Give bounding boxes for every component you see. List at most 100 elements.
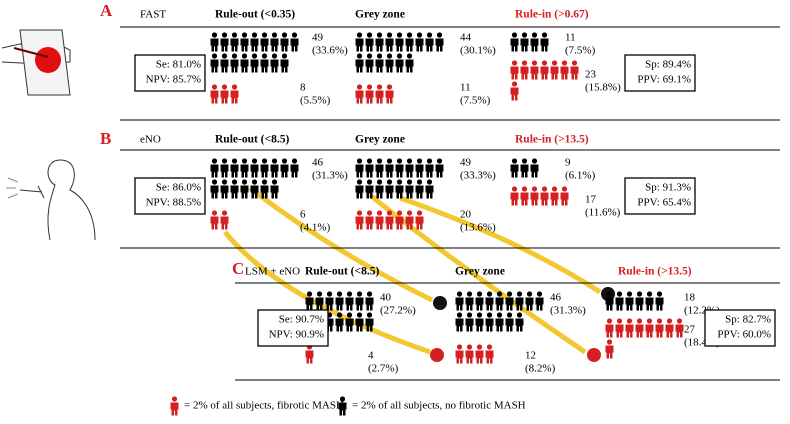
person-body — [280, 59, 289, 73]
person-body — [625, 324, 634, 338]
person-head — [521, 186, 528, 192]
person-head — [281, 32, 288, 38]
person-body — [250, 185, 259, 199]
count: 11 — [460, 82, 471, 94]
person-body — [395, 185, 404, 199]
legend-text: = 2% of all subjects, fibrotic MASH — [184, 400, 344, 412]
metric: Sp: 91.3% — [645, 182, 691, 194]
person-head — [456, 291, 463, 297]
person-body — [250, 164, 259, 178]
metric-box — [134, 54, 206, 92]
percent: (2.7%) — [368, 363, 399, 375]
person-head — [211, 179, 218, 185]
person-head — [606, 318, 613, 324]
percent: (13.6%) — [460, 222, 496, 234]
person-head — [366, 312, 373, 318]
person-body — [395, 38, 404, 52]
percent: (6.1%) — [565, 170, 596, 182]
person-body — [385, 59, 394, 73]
person-head — [376, 158, 383, 164]
person-head — [406, 210, 413, 216]
person-head — [511, 186, 518, 192]
person-body — [515, 297, 524, 311]
person-head — [386, 53, 393, 59]
person-body — [475, 350, 484, 364]
panel-letter: C — [232, 259, 244, 278]
person-head — [376, 53, 383, 59]
person-body — [510, 87, 519, 101]
person-head — [336, 291, 343, 297]
person-body — [240, 164, 249, 178]
person-body — [260, 38, 269, 52]
person-body — [230, 90, 239, 104]
method-label: eNO — [140, 134, 161, 146]
person-head — [676, 318, 683, 324]
percent: (5.5%) — [300, 95, 331, 107]
person-body — [375, 90, 384, 104]
person-body — [405, 59, 414, 73]
person-body — [520, 164, 529, 178]
person-body — [405, 164, 414, 178]
method-label: FAST — [140, 9, 166, 21]
person-body — [530, 66, 539, 80]
person-head — [221, 84, 228, 90]
person-body — [505, 318, 514, 332]
person-head — [231, 158, 238, 164]
legend-text: = 2% of all subjects, no fibrotic MASH — [352, 400, 526, 412]
person-body — [338, 402, 347, 416]
person-body — [495, 318, 504, 332]
person-body — [455, 318, 464, 332]
count: 46 — [312, 157, 324, 169]
person-head — [541, 32, 548, 38]
person-body — [535, 297, 544, 311]
person-head — [506, 312, 513, 318]
person-body — [375, 164, 384, 178]
person-head — [326, 291, 333, 297]
person-head — [616, 318, 623, 324]
person-head — [316, 291, 323, 297]
person-body — [435, 164, 444, 178]
person-body — [220, 216, 229, 230]
zone-header: Grey zone — [355, 134, 405, 146]
person-head — [221, 53, 228, 59]
pictogram — [210, 210, 229, 230]
person-body — [435, 38, 444, 52]
person-head — [336, 312, 343, 318]
percent: (30.1%) — [460, 45, 496, 57]
person-head — [516, 291, 523, 297]
person-body — [510, 38, 519, 52]
person-body — [375, 216, 384, 230]
person-head — [606, 291, 613, 297]
person-body — [345, 318, 354, 332]
person-body — [170, 402, 179, 416]
count: 11 — [565, 32, 576, 44]
person-body — [465, 297, 474, 311]
person-body — [270, 38, 279, 52]
person-body — [530, 164, 539, 178]
person-head — [221, 158, 228, 164]
person-head — [271, 158, 278, 164]
person-head — [366, 179, 373, 185]
person-head — [521, 158, 528, 164]
person-head — [646, 318, 653, 324]
person-head — [436, 158, 443, 164]
percent: (8.2%) — [525, 363, 556, 375]
person-body — [250, 59, 259, 73]
pictogram — [355, 158, 444, 199]
person-head — [396, 32, 403, 38]
person-body — [365, 38, 374, 52]
pictogram — [605, 291, 664, 311]
person-body — [220, 185, 229, 199]
panel-letter: A — [100, 1, 113, 20]
person-body — [530, 192, 539, 206]
person-body — [385, 90, 394, 104]
person-body — [485, 350, 494, 364]
person-head — [171, 396, 178, 402]
person-head — [656, 291, 663, 297]
person-head — [251, 179, 258, 185]
person-head — [436, 32, 443, 38]
person-head — [416, 179, 423, 185]
person-head — [486, 312, 493, 318]
person-head — [531, 186, 538, 192]
person-body — [210, 38, 219, 52]
